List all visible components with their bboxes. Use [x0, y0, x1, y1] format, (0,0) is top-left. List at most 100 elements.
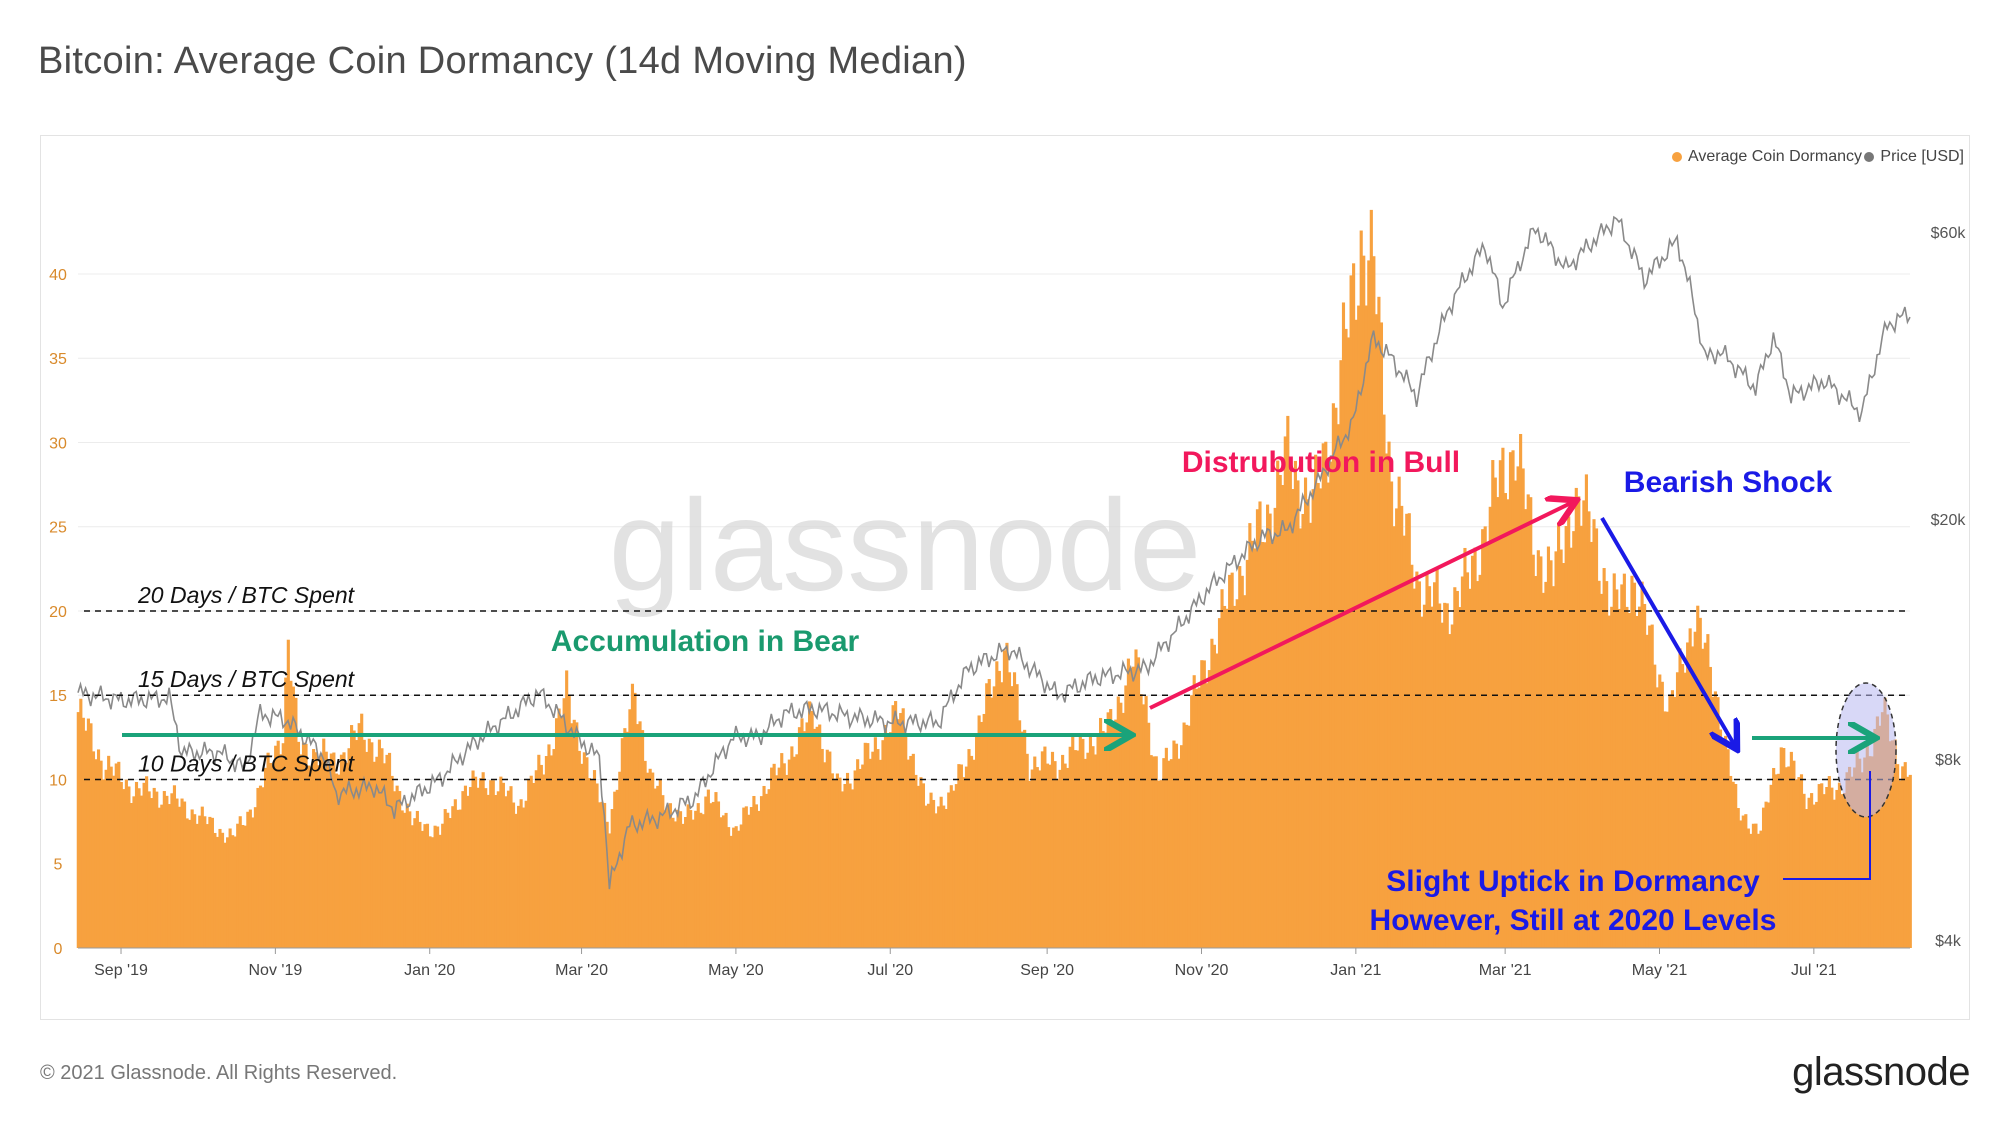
dormancy-bar — [1842, 793, 1847, 948]
dormancy-bar — [737, 830, 741, 948]
dormancy-bar — [1870, 756, 1874, 948]
dormancy-bar — [1210, 638, 1214, 948]
dormancy-bar — [1787, 766, 1791, 948]
bearish-shock-arrow — [1600, 516, 1735, 746]
dormancy-bar — [1114, 719, 1118, 948]
dormancy-bar — [1544, 581, 1548, 948]
dormancy-bar — [1116, 696, 1120, 948]
dormancy-bar — [1531, 554, 1535, 948]
dormancy-bar — [1377, 296, 1381, 948]
dormancy-bar — [1498, 460, 1502, 948]
x-tick-label: Nov '20 — [1175, 962, 1229, 979]
legend-price[interactable]: Price [USD] — [1864, 148, 1964, 166]
dormancy-bar — [1468, 588, 1472, 948]
x-tick-label: Jan '21 — [1330, 962, 1381, 979]
dormancy-bar — [1093, 754, 1098, 948]
dormancy-bar — [1245, 559, 1249, 948]
dormancy-bar — [1030, 769, 1034, 948]
dormancy-bar — [1589, 541, 1594, 948]
legend-dormancy[interactable]: Average Coin Dormancy — [1671, 148, 1862, 166]
dormancy-bar — [430, 837, 435, 948]
dormancy-bar — [1668, 695, 1672, 948]
dormancy-bar — [1005, 642, 1009, 948]
dormancy-bar — [590, 779, 594, 948]
dormancy-bar — [1508, 452, 1513, 948]
dormancy-bar — [1147, 722, 1151, 948]
dormancy-bar — [382, 763, 387, 948]
dormancy-bar — [1392, 526, 1396, 948]
dormancy-bar — [1584, 474, 1588, 948]
dormancy-bar — [1435, 568, 1439, 948]
dormancy-bar — [519, 799, 523, 948]
dormancy-bar — [170, 793, 174, 948]
dormancy-bar — [1850, 776, 1854, 948]
dormancy-bar — [127, 786, 131, 948]
dormancy-bar — [1873, 728, 1877, 948]
dormancy-bar — [1860, 772, 1864, 948]
dormancy-bar — [1235, 599, 1239, 948]
y-axis-left: 0 5 10 15 20 25 30 35 40 — [49, 267, 67, 958]
dormancy-bar — [499, 776, 503, 948]
dormancy-bar — [1559, 549, 1563, 948]
dormancy-bar — [509, 786, 513, 948]
dormancy-bar — [987, 679, 991, 948]
dormancy-bar — [471, 770, 475, 948]
dormancy-bar — [1906, 776, 1910, 948]
dormancy-bar — [175, 798, 179, 948]
dormancy-bar — [1397, 476, 1401, 948]
reference-label: 10 Days / BTC Spent — [138, 750, 356, 776]
dormancy-bar — [967, 749, 971, 948]
dormancy-bar — [1109, 708, 1113, 948]
dormancy-bar — [1875, 716, 1879, 948]
dormancy-bar — [595, 783, 599, 948]
dormancy-bar — [952, 790, 956, 948]
dormancy-bar — [360, 713, 364, 948]
dormancy-bar — [1848, 766, 1852, 948]
dormancy-bar — [1066, 767, 1070, 948]
dormancy-bar — [1653, 664, 1657, 948]
dormancy-bar — [1865, 744, 1869, 948]
dormancy-bar — [1068, 746, 1072, 948]
dormancy-bar — [1716, 697, 1720, 948]
dormancy-bar — [1769, 784, 1773, 948]
dormancy-bar — [1018, 720, 1022, 948]
dormancy-bar — [1820, 783, 1824, 948]
dormancy-bar — [825, 749, 829, 948]
dormancy-bar — [228, 828, 232, 948]
dormancy-bar — [1840, 794, 1844, 948]
dormancy-bar — [1091, 746, 1095, 948]
dormancy-bar — [160, 804, 164, 948]
dormancy-bar — [1422, 604, 1427, 948]
dormancy-bar — [575, 722, 579, 948]
dormancy-bar — [833, 778, 837, 948]
dormancy-bar — [453, 799, 457, 948]
dormancy-bar — [223, 842, 227, 948]
glassnode-logo[interactable]: glassnode — [1792, 1050, 1970, 1094]
dormancy-bar — [1382, 414, 1386, 948]
dormancy-bar — [992, 686, 996, 948]
dormancy-bar — [1321, 443, 1325, 948]
dormancy-bar — [610, 809, 614, 948]
dormancy-bar — [263, 767, 268, 948]
dormancy-bar — [1319, 488, 1323, 948]
dormancy-bar — [1863, 757, 1867, 948]
x-axis: Sep '19 Nov '19 Jan '20 Mar '20 May '20 Jul '… — [78, 947, 1910, 979]
price-line — [77, 215, 1911, 890]
dormancy-bar — [567, 695, 571, 948]
dormancy-bar — [1627, 612, 1631, 948]
dormancy-bar — [1182, 722, 1186, 948]
dormancy-bar — [1736, 808, 1740, 948]
dormancy-bar — [1706, 634, 1710, 948]
dormancy-bar — [681, 823, 685, 948]
dormancy-bar — [684, 817, 688, 948]
dormancy-bar — [1329, 461, 1333, 948]
dormancy-bar — [1506, 499, 1510, 948]
dormancy-bar — [628, 709, 632, 948]
dormancy-bar — [1491, 460, 1495, 948]
uptick-label-line2: However, Still at 2020 Levels — [1370, 904, 1777, 937]
dormancy-bar — [840, 791, 845, 948]
dormancy-bar — [1430, 606, 1434, 948]
dormancy-bar — [1258, 501, 1262, 948]
dormancy-bar — [334, 773, 338, 948]
dormancy-bar — [1281, 485, 1285, 948]
